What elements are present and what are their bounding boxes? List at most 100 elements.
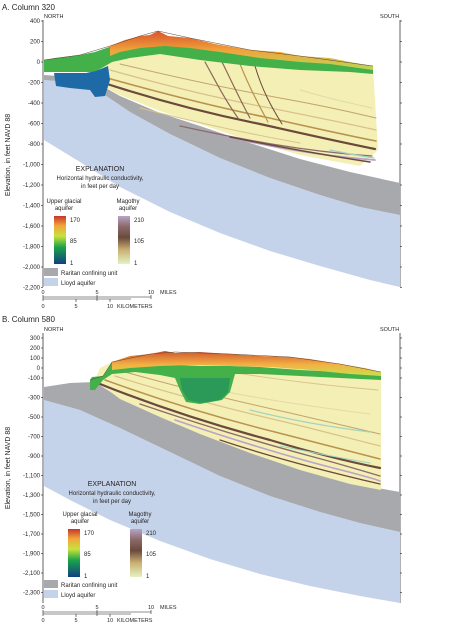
scale-miles-label: MILES bbox=[160, 290, 177, 296]
panel-a-raritan-unit bbox=[44, 75, 400, 215]
scale-km-label: KILOMETERS bbox=[117, 304, 153, 310]
legend-tick: 1 bbox=[84, 574, 88, 580]
panel-a-south-label: SOUTH bbox=[380, 14, 399, 20]
legend-tick: 210 bbox=[134, 218, 145, 224]
y-tick-label: -700 bbox=[28, 435, 41, 441]
y-tick-label: -200 bbox=[28, 81, 41, 87]
panel-b-glacial-trough bbox=[180, 378, 230, 403]
y-tick-label: -2,300 bbox=[23, 591, 41, 597]
scale-tick: 10 bbox=[107, 618, 113, 624]
legend-raritan-label: Raritan confining unit bbox=[61, 271, 118, 277]
panel-b-title: B. Column 580 bbox=[2, 315, 55, 324]
legend-magothy-label: aquifer bbox=[131, 519, 149, 525]
scale-tick: 10 bbox=[148, 290, 154, 296]
legend-raritan-label: Raritan confining unit bbox=[61, 583, 118, 589]
y-tick-label: -2,000 bbox=[23, 265, 41, 271]
y-tick-label: -1,600 bbox=[23, 224, 41, 230]
panel-a-legend: EXPLANATION Horizontal hydraulic conduct… bbox=[44, 166, 145, 287]
panel-a: A. Column 320 NORTH SOUTH 400 200 0 -200… bbox=[2, 3, 402, 310]
y-tick-label: -1,200 bbox=[23, 183, 41, 189]
scale-tick: 0 bbox=[41, 618, 44, 624]
scale-tick: 5 bbox=[95, 605, 98, 611]
legend-subtitle: in feet per day bbox=[93, 499, 131, 505]
y-tick-label: 0 bbox=[37, 366, 41, 372]
panel-a-scale-bar: 0 5 10 MILES 0 5 10 KILOMETERS bbox=[41, 290, 176, 310]
legend-tick: 170 bbox=[84, 531, 95, 537]
scale-tick: 5 bbox=[95, 290, 98, 296]
legend-magothy-label: Magothy bbox=[128, 512, 151, 518]
y-tick-label: -900 bbox=[28, 454, 41, 460]
legend-tick: 170 bbox=[70, 218, 81, 224]
legend-tick: 85 bbox=[84, 552, 91, 558]
panel-b-south-label: SOUTH bbox=[380, 327, 399, 333]
panel-b-magothy-layers bbox=[98, 371, 382, 485]
scale-tick: 10 bbox=[148, 605, 154, 611]
legend-tick: 1 bbox=[146, 574, 150, 580]
legend-title: EXPLANATION bbox=[88, 481, 137, 488]
y-tick-label: -100 bbox=[28, 376, 41, 382]
panel-b-upper-glacial-aquifer bbox=[90, 358, 381, 404]
y-tick-label: -500 bbox=[28, 415, 41, 421]
legend-magothy-label: aquifer bbox=[119, 206, 137, 212]
y-tick-label: 400 bbox=[30, 19, 41, 25]
panel-b-legend: EXPLANATION Horizontal hydraulic conduct… bbox=[44, 481, 157, 599]
y-tick-label: -1,400 bbox=[23, 204, 41, 210]
legend-subtitle: in feet per day bbox=[81, 184, 119, 190]
legend-tick: 1 bbox=[134, 261, 138, 267]
scale-tick: 0 bbox=[41, 304, 44, 310]
panel-a-glacial-deep-lens bbox=[54, 66, 110, 97]
panel-a-glacial-surface bbox=[110, 31, 373, 70]
legend-tick: 1 bbox=[70, 261, 74, 267]
y-tick-label: -1,700 bbox=[23, 532, 41, 538]
legend-glacial-color-ramp bbox=[54, 216, 66, 264]
y-tick-label: -400 bbox=[28, 101, 41, 107]
y-tick-label: 300 bbox=[30, 336, 41, 342]
y-tick-label: -1,300 bbox=[23, 493, 41, 499]
panel-b-north-label: NORTH bbox=[44, 327, 63, 333]
legend-glacial-label: Upper glacial bbox=[46, 199, 81, 205]
legend-lloyd-label: Lloyd aquifer bbox=[61, 593, 95, 599]
panel-b-lloyd-aquifer bbox=[44, 400, 400, 603]
legend-subtitle: Horizontal hydraulic conductivity, bbox=[69, 491, 156, 497]
legend-subtitle: Horizontal hydraulic conductivity, bbox=[57, 176, 144, 182]
legend-lloyd-swatch bbox=[44, 278, 58, 286]
panel-b: B. Column 580 NORTH SOUTH 300 200 100 0 … bbox=[2, 315, 402, 624]
legend-tick: 105 bbox=[146, 552, 157, 558]
y-tick-label: -1,100 bbox=[23, 474, 41, 480]
legend-lloyd-swatch bbox=[44, 590, 58, 598]
y-tick-label: -1,000 bbox=[23, 163, 41, 169]
panel-b-glacial-surface bbox=[112, 351, 381, 376]
legend-lloyd-label: Lloyd aquifer bbox=[61, 281, 95, 287]
y-tick-label: -1,500 bbox=[23, 513, 41, 519]
y-tick-label: 100 bbox=[30, 356, 41, 362]
scale-tick: 5 bbox=[74, 618, 77, 624]
legend-glacial-label: Upper glacial bbox=[62, 512, 97, 518]
legend-tick: 105 bbox=[134, 239, 145, 245]
y-tick-label: -800 bbox=[28, 142, 41, 148]
y-tick-label: -2,200 bbox=[23, 286, 41, 292]
legend-glacial-label: aquifer bbox=[71, 519, 89, 525]
scale-tick: 10 bbox=[107, 304, 113, 310]
panel-b-surface-outline bbox=[89, 351, 382, 381]
y-tick-label: -1,800 bbox=[23, 245, 41, 251]
legend-tick: 210 bbox=[146, 531, 157, 537]
panel-b-raritan-unit bbox=[44, 382, 400, 532]
y-tick-label: -300 bbox=[28, 396, 41, 402]
panel-a-title: A. Column 320 bbox=[2, 3, 55, 12]
panel-a-lloyd-aquifer bbox=[44, 80, 400, 287]
legend-raritan-swatch bbox=[44, 580, 58, 588]
panel-a-magothy-layers bbox=[93, 61, 377, 163]
panel-b-y-axis-label: Elevation, in feet NAVD 88 bbox=[5, 427, 12, 509]
panel-a-north-label: NORTH bbox=[44, 14, 63, 20]
legend-magothy-label: Magothy bbox=[116, 199, 139, 205]
legend-magothy-color-ramp bbox=[118, 216, 130, 264]
y-tick-label: 200 bbox=[30, 346, 41, 352]
y-tick-label: 200 bbox=[30, 40, 41, 46]
legend-glacial-label: aquifer bbox=[55, 206, 73, 212]
scale-miles-label: MILES bbox=[160, 605, 177, 611]
y-tick-label: 0 bbox=[37, 60, 41, 66]
panel-a-surface-outline bbox=[43, 30, 374, 67]
scale-tick: 5 bbox=[74, 304, 77, 310]
legend-magothy-color-ramp bbox=[130, 529, 142, 577]
panel-b-y-tick-labels: 300 200 100 0 -100 -300 -500 -700 -900 -… bbox=[23, 336, 41, 597]
